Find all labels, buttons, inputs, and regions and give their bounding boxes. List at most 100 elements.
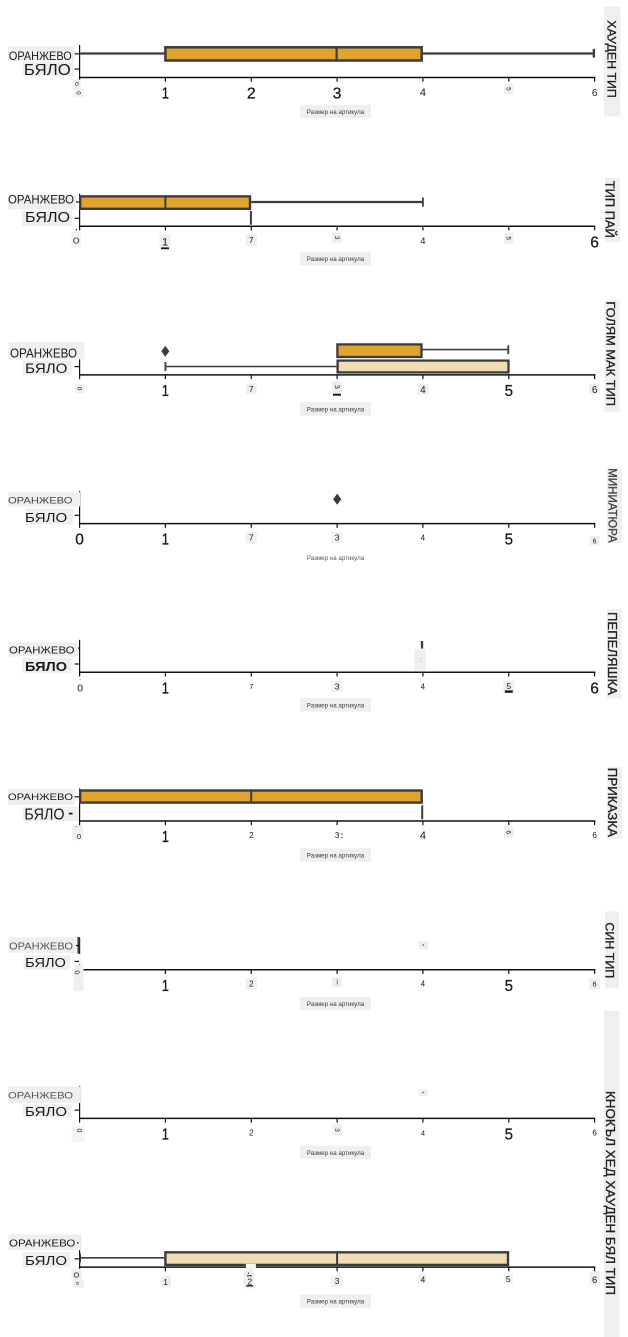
svg-text:БЯЛО: БЯЛО (24, 62, 71, 79)
svg-text:0: 0 (75, 387, 82, 391)
svg-text:КНОКЪЛ ХЕД ХАУДЕН БЯЛ ТИП: КНОКЪЛ ХЕД ХАУДЕН БЯЛ ТИП (603, 1091, 617, 1295)
svg-text:3: 3 (335, 831, 340, 840)
svg-text:ОРАНЖЕВО: ОРАНЖЕВО (10, 346, 77, 360)
svg-text:БЯЛО: БЯЛО (25, 659, 67, 674)
svg-text:Размер на артикула: Размер на артикула (307, 1299, 365, 1306)
svg-text:6: 6 (593, 539, 597, 546)
svg-text:ОРАНЖЕВО: ОРАНЖЕВО (9, 1238, 75, 1250)
svg-text:6: 6 (592, 1275, 597, 1286)
svg-text:2: 2 (247, 86, 256, 103)
svg-text:ОРАНЖЕВО: ОРАНЖЕВО (8, 195, 74, 207)
svg-text:БЯЛО: БЯЛО (25, 1253, 67, 1268)
svg-text:4: 4 (421, 1275, 426, 1285)
svg-text:2: 2 (247, 1277, 252, 1287)
svg-text:6: 6 (592, 1128, 597, 1137)
svg-text:i: i (336, 979, 338, 986)
svg-text:O: O (73, 236, 80, 246)
svg-text:6: 6 (592, 88, 598, 99)
svg-text:1: 1 (162, 86, 169, 103)
svg-text:0: 0 (77, 683, 83, 695)
svg-text:4: 4 (420, 830, 426, 842)
svg-text:ˆ: ˆ (79, 680, 81, 686)
svg-text:1: 1 (162, 237, 168, 249)
svg-text:4: 4 (421, 980, 426, 989)
svg-text:СИН ТИП: СИН ТИП (603, 922, 617, 978)
svg-text:5: 5 (505, 87, 512, 91)
svg-text:2: 2 (249, 1128, 254, 1137)
svg-text:ˋ: ˋ (75, 827, 77, 833)
svg-text:Размер на артикула: Размер на артикула (307, 1001, 365, 1008)
svg-text:6: 6 (592, 831, 597, 840)
svg-text:6: 6 (590, 680, 599, 697)
svg-text:7: 7 (249, 682, 253, 691)
svg-text:O: O (73, 1270, 79, 1279)
svg-text:6: 6 (505, 830, 512, 834)
svg-text:БЯЛО: БЯЛО (25, 510, 67, 525)
svg-text:ХАУДЕН ТИП: ХАУДЕН ТИП (605, 20, 619, 98)
svg-text:4: 4 (420, 385, 426, 396)
svg-text:ОРАНЖЕВО: ОРАНЖЕВО (8, 792, 73, 803)
svg-text:1: 1 (163, 1277, 168, 1287)
svg-text:3: 3 (335, 681, 340, 691)
svg-text:5: 5 (505, 383, 513, 400)
svg-text:ПЕПЕЛЯШКА: ПЕПЕЛЯШКА (605, 612, 619, 696)
svg-text:Размер на артикула: Размер на артикула (307, 853, 365, 860)
svg-text:ПРИКАЗКА: ПРИКАЗКА (605, 768, 619, 838)
svg-text:0: 0 (77, 832, 81, 841)
svg-text:ОРАНЖЕВО: ОРАНЖЕВО (8, 1091, 73, 1102)
svg-text:БЯЛО: БЯЛО (25, 1104, 67, 1119)
svg-text:Размер на артикула: Размер на артикула (307, 1150, 365, 1157)
svg-text:2: 2 (249, 831, 254, 840)
svg-text::: : (419, 657, 421, 664)
svg-text:5: 5 (505, 1127, 513, 1144)
svg-text:ТИП ПАЙ: ТИП ПАЙ (603, 181, 618, 238)
svg-text:БЯЛО: БЯЛО (25, 955, 66, 970)
svg-text:4: 4 (421, 534, 426, 543)
svg-text:БЯЛО: БЯЛО (24, 806, 64, 823)
svg-text:3: 3 (335, 533, 340, 543)
svg-text:0: 0 (75, 1129, 82, 1133)
svg-text:БЯЛО: БЯЛО (25, 209, 70, 226)
svg-text:Размер на артикула: Размер на артикула (307, 406, 365, 413)
svg-text:5: 5 (506, 1274, 511, 1284)
svg-text:МИНИАТЮРА: МИНИАТЮРА (605, 468, 617, 543)
svg-text:6: 6 (592, 385, 598, 396)
svg-text:3: 3 (335, 1277, 340, 1286)
svg-text:0: 0 (75, 91, 81, 95)
svg-text:7: 7 (249, 235, 254, 245)
svg-text:Размер на артикула: Размер на артикула (307, 702, 365, 709)
svg-text:5: 5 (505, 236, 512, 240)
svg-text:1: 1 (162, 680, 169, 697)
svg-text:3: 3 (333, 384, 341, 389)
svg-text:5: 5 (505, 532, 513, 549)
svg-text:ОРАНЖЕВО: ОРАНЖЕВО (9, 646, 75, 657)
svg-text:Размер на артикула: Размер на артикула (307, 109, 365, 116)
svg-text:4: 4 (420, 236, 425, 247)
svg-text:ОРАНЖЕВО: ОРАНЖЕВО (9, 49, 72, 63)
svg-text:Размер на артикула: Размер на артикула (307, 555, 365, 562)
svg-text:4: 4 (421, 682, 426, 691)
svg-text:2: 2 (249, 980, 254, 989)
svg-text:1: 1 (162, 978, 169, 995)
svg-text:5: 5 (505, 978, 513, 995)
svg-text:7: 7 (249, 384, 254, 394)
svg-text:0: 0 (75, 532, 84, 549)
svg-text:4: 4 (420, 87, 426, 99)
svg-text:7: 7 (249, 533, 254, 543)
svg-text:o: o (74, 1282, 80, 1285)
svg-text:Размер на артикула: Размер на артикула (307, 256, 365, 263)
svg-text:3: 3 (333, 236, 340, 240)
svg-text:6: 6 (593, 982, 597, 989)
svg-text:6: 6 (590, 234, 599, 251)
svg-text:1: 1 (162, 1127, 169, 1144)
svg-text:БЯЛО: БЯЛО (25, 361, 67, 376)
svg-text:1: 1 (162, 383, 169, 400)
svg-text:3: 3 (333, 86, 342, 103)
svg-text:0: 0 (73, 81, 80, 88)
svg-text:1: 1 (162, 829, 169, 846)
svg-text:3: 3 (333, 1128, 340, 1132)
svg-text:ОРАНЖЕВО: ОРАНЖЕВО (8, 496, 72, 506)
svg-text:5: 5 (506, 681, 511, 691)
svg-text:0: 0 (72, 970, 80, 976)
svg-text:ОРАНЖЕВО: ОРАНЖЕВО (9, 941, 73, 952)
